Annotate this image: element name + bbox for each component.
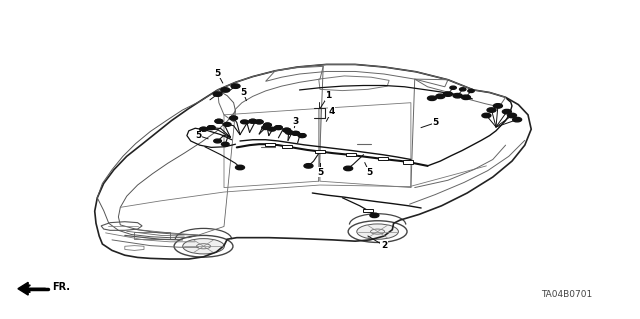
Circle shape	[283, 128, 291, 132]
Circle shape	[255, 120, 263, 124]
Bar	[265, 143, 275, 146]
Circle shape	[223, 122, 231, 126]
Circle shape	[283, 128, 291, 132]
Polygon shape	[18, 282, 28, 295]
Circle shape	[249, 119, 257, 123]
Circle shape	[304, 164, 313, 168]
Circle shape	[468, 89, 474, 93]
Text: TA04B0701: TA04B0701	[541, 290, 592, 299]
Circle shape	[298, 134, 306, 137]
Circle shape	[255, 120, 263, 124]
Text: 5: 5	[366, 168, 372, 177]
Circle shape	[264, 123, 271, 127]
Circle shape	[213, 92, 222, 96]
Circle shape	[236, 165, 244, 170]
Bar	[364, 209, 372, 212]
Bar	[378, 157, 388, 160]
Circle shape	[436, 94, 445, 99]
Circle shape	[450, 86, 456, 89]
Circle shape	[262, 126, 269, 130]
Circle shape	[200, 127, 207, 131]
Circle shape	[502, 109, 511, 114]
Circle shape	[221, 88, 230, 92]
Circle shape	[264, 123, 271, 127]
Circle shape	[230, 116, 237, 120]
Bar	[282, 145, 292, 148]
Circle shape	[268, 127, 276, 131]
Text: 1: 1	[325, 91, 332, 100]
Text: 4: 4	[328, 107, 335, 116]
Circle shape	[482, 113, 491, 118]
Circle shape	[444, 92, 452, 96]
Circle shape	[207, 126, 215, 130]
Ellipse shape	[357, 224, 398, 239]
Circle shape	[214, 139, 221, 143]
Text: 5: 5	[214, 69, 221, 78]
Text: 3: 3	[292, 117, 299, 126]
Circle shape	[230, 116, 237, 120]
Circle shape	[292, 131, 300, 135]
Text: 5: 5	[317, 168, 323, 177]
Circle shape	[275, 126, 282, 130]
Circle shape	[200, 127, 207, 131]
Text: 5: 5	[432, 118, 438, 127]
Circle shape	[241, 120, 248, 124]
Circle shape	[461, 95, 470, 100]
Circle shape	[215, 119, 223, 123]
Circle shape	[513, 117, 522, 122]
Text: 5: 5	[240, 88, 246, 97]
Bar	[346, 153, 356, 156]
Bar	[403, 160, 413, 164]
Circle shape	[493, 104, 502, 108]
Circle shape	[298, 134, 306, 137]
Circle shape	[344, 166, 353, 171]
Circle shape	[215, 119, 223, 123]
Circle shape	[292, 131, 300, 135]
Circle shape	[275, 126, 282, 130]
Circle shape	[487, 108, 496, 112]
Circle shape	[453, 93, 462, 98]
Circle shape	[221, 142, 229, 146]
Circle shape	[460, 88, 466, 91]
Circle shape	[249, 119, 257, 123]
Circle shape	[370, 213, 379, 218]
Circle shape	[508, 113, 516, 118]
Circle shape	[231, 84, 240, 88]
Text: FR.: FR.	[52, 282, 70, 292]
Circle shape	[207, 126, 215, 130]
Ellipse shape	[183, 239, 225, 254]
Circle shape	[428, 96, 436, 100]
Text: 5: 5	[195, 131, 202, 140]
Circle shape	[285, 130, 293, 134]
Text: 2: 2	[381, 241, 387, 250]
Bar	[315, 150, 325, 153]
